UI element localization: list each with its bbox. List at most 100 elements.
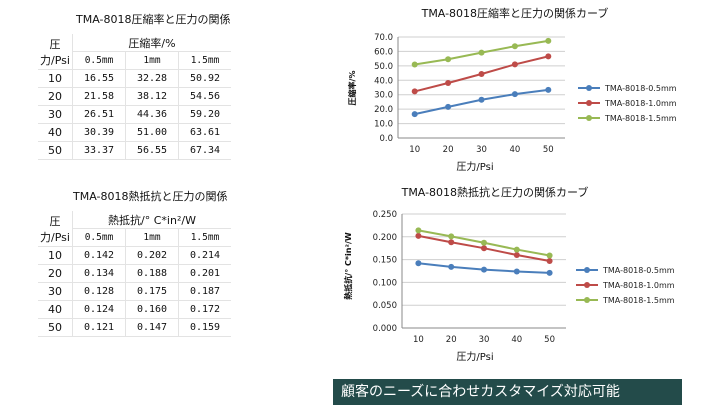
x-tick-label: 30 bbox=[479, 335, 490, 345]
value-cell: 67.34 bbox=[178, 141, 231, 160]
y-axis-label: 圧縮率/% bbox=[347, 71, 357, 106]
data-point bbox=[415, 227, 422, 234]
table-row: 40 0.124 0.160 0.172 bbox=[38, 300, 231, 319]
value-cell: 0.201 bbox=[178, 264, 231, 283]
y-tick-label: 10.0 bbox=[374, 120, 393, 130]
legend-swatch-marker bbox=[586, 115, 592, 121]
legend-label: TMA-8018-1.5mm bbox=[602, 296, 675, 305]
value-cell: 0.121 bbox=[72, 318, 126, 337]
table-row: 10 16.55 32.28 50.92 bbox=[38, 69, 231, 88]
compression-chart: TMA-8018圧縮率と圧力の関係カーブ 0.0 10.0 20.0 30.0 40.0… bbox=[347, 6, 677, 173]
value-cell: 0.175 bbox=[125, 282, 179, 301]
column-header: 1.5mm bbox=[178, 228, 231, 247]
pressure-cell: 50 bbox=[38, 141, 73, 160]
data-point bbox=[546, 257, 553, 264]
data-point bbox=[545, 53, 552, 60]
value-cell: 0.147 bbox=[125, 318, 179, 337]
data-point bbox=[511, 43, 518, 50]
data-point bbox=[546, 252, 553, 259]
group-header: 圧縮率/% bbox=[72, 34, 231, 52]
data-point bbox=[445, 79, 452, 86]
customization-banner: 顧客のニーズに合わせカスタマイズ対応可能 bbox=[333, 379, 682, 405]
value-cell: 50.92 bbox=[178, 69, 231, 88]
pressure-cell: 10 bbox=[38, 69, 73, 88]
x-tick-label: 40 bbox=[511, 335, 522, 345]
data-point bbox=[448, 233, 455, 240]
x-tick-label: 10 bbox=[409, 145, 420, 155]
data-point bbox=[545, 86, 552, 93]
data-point bbox=[546, 269, 553, 276]
value-cell: 0.187 bbox=[178, 282, 231, 301]
value-cell: 0.214 bbox=[178, 246, 231, 265]
table-title-thermal-resistance: TMA-8018熱抵抗と圧力の関係 bbox=[73, 190, 228, 203]
data-point bbox=[448, 263, 455, 270]
pressure-cell: 20 bbox=[38, 87, 73, 106]
value-cell: 63.61 bbox=[178, 123, 231, 142]
data-point bbox=[513, 246, 520, 253]
x-tick-label: 30 bbox=[476, 145, 487, 155]
x-tick-label: 20 bbox=[446, 335, 457, 345]
table-row: 20 0.134 0.188 0.201 bbox=[38, 264, 231, 283]
value-cell: 16.55 bbox=[72, 69, 126, 88]
y-tick-label: 0.0 bbox=[379, 134, 393, 144]
value-cell: 44.36 bbox=[125, 105, 179, 124]
value-cell: 0.124 bbox=[72, 300, 126, 319]
y-tick-label: 0.200 bbox=[373, 233, 397, 243]
pressure-cell: 10 bbox=[38, 246, 73, 265]
data-point bbox=[513, 268, 520, 275]
column-header: 0.5mm bbox=[72, 51, 126, 70]
value-cell: 0.159 bbox=[178, 318, 231, 337]
thermal-resistance-table: 圧力/Psi 熱抵抗/° C*in²/W 0.5mm 1mm 1.5mm 10 … bbox=[38, 211, 231, 337]
data-point bbox=[481, 239, 487, 246]
pressure-header: 圧力/Psi bbox=[38, 34, 73, 70]
value-cell: 0.160 bbox=[125, 300, 179, 319]
value-cell: 38.12 bbox=[125, 87, 179, 106]
x-tick-label: 10 bbox=[413, 335, 424, 345]
x-axis-label: 圧力/Psi bbox=[456, 160, 493, 173]
column-header: 1mm bbox=[125, 228, 179, 247]
value-cell: 0.128 bbox=[72, 282, 126, 301]
x-tick-label: 50 bbox=[543, 145, 554, 155]
y-tick-label: 0.250 bbox=[373, 210, 397, 220]
value-cell: 54.56 bbox=[178, 87, 231, 106]
table-row: 10 0.142 0.202 0.214 bbox=[38, 246, 231, 265]
y-tick-label: 50.0 bbox=[374, 62, 393, 72]
table-row: 50 0.121 0.147 0.159 bbox=[38, 318, 231, 337]
x-tick-label: 50 bbox=[544, 335, 555, 345]
y-tick-label: 60.0 bbox=[374, 47, 393, 57]
data-point bbox=[478, 49, 485, 56]
table-row: 50 33.37 56.55 67.34 bbox=[38, 141, 231, 160]
value-cell: 56.55 bbox=[125, 141, 179, 160]
x-tick-label: 20 bbox=[443, 145, 454, 155]
legend-swatch-marker bbox=[586, 100, 592, 106]
pressure-header: 圧力/Psi bbox=[38, 211, 73, 247]
x-tick-label: 40 bbox=[509, 145, 520, 155]
legend-label: TMA-8018-0.5mm bbox=[602, 266, 675, 275]
group-header: 熱抵抗/° C*in²/W bbox=[72, 211, 231, 229]
legend-swatch-marker bbox=[584, 297, 590, 303]
value-cell: 59.20 bbox=[178, 105, 231, 124]
y-tick-label: 40.0 bbox=[374, 76, 393, 86]
value-cell: 21.58 bbox=[72, 87, 126, 106]
y-tick-label: 0.150 bbox=[373, 256, 397, 266]
data-point bbox=[411, 111, 418, 118]
column-header: 0.5mm bbox=[72, 228, 126, 247]
data-point bbox=[511, 61, 518, 68]
data-point bbox=[513, 252, 520, 259]
legend-swatch-marker bbox=[584, 282, 590, 288]
legend-swatch-marker bbox=[586, 85, 592, 91]
y-tick-label: 0.100 bbox=[373, 278, 397, 288]
data-point bbox=[411, 61, 418, 68]
y-tick-label: 0.000 bbox=[373, 324, 397, 334]
table-row: 30 26.51 44.36 59.20 bbox=[38, 105, 231, 124]
compression-table: 圧力/Psi 圧縮率/% 0.5mm 1mm 1.5mm 10 16.55 32… bbox=[38, 34, 231, 160]
value-cell: 33.37 bbox=[72, 141, 126, 160]
legend-label: TMA-8018-1.0mm bbox=[602, 281, 675, 290]
pressure-cell: 40 bbox=[38, 123, 73, 142]
data-point bbox=[511, 91, 518, 98]
y-tick-label: 70.0 bbox=[374, 33, 393, 43]
y-tick-label: 0.050 bbox=[373, 301, 397, 311]
x-axis-label: 圧力/Psi bbox=[456, 350, 493, 363]
value-cell: 0.202 bbox=[125, 246, 179, 265]
pressure-cell: 30 bbox=[38, 105, 73, 124]
